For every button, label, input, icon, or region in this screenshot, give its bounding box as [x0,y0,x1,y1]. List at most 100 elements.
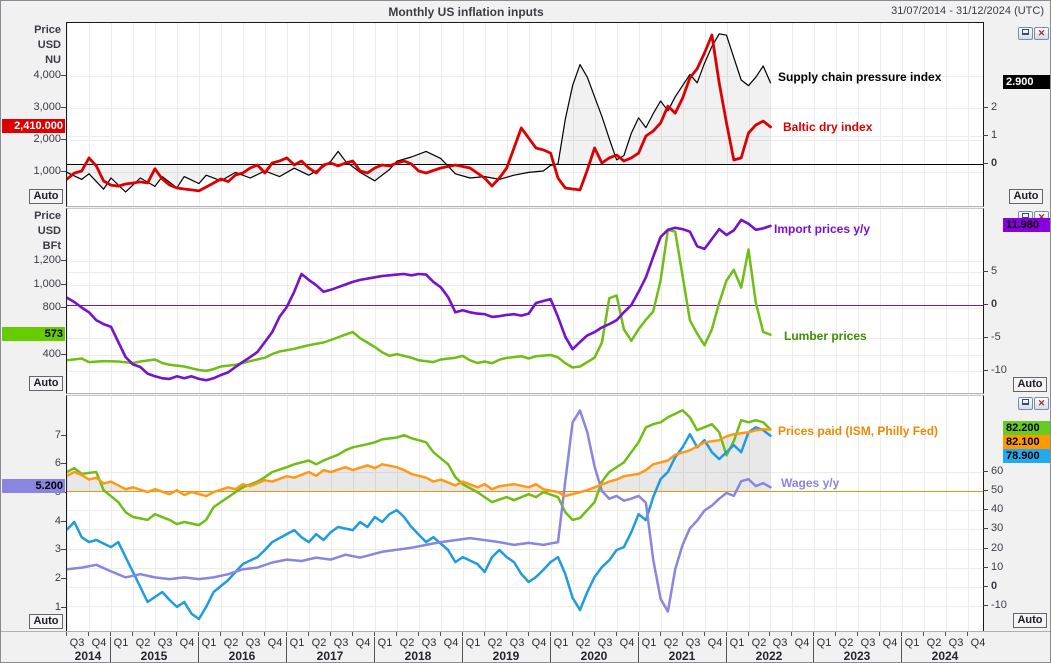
quarter-tick-mark [616,632,617,636]
year-label: 2017 [316,649,344,663]
quarter-label: Q2 [575,637,591,649]
year-separator [286,637,287,662]
wages-yy-line [67,409,772,613]
right-axis-tick-label: -5 [991,331,1001,343]
quarter-label: Q3 [772,637,788,649]
quarter-label: Q4 [619,637,635,649]
left-axis-tick-label: 3 [54,543,61,555]
quarter-label: Q3 [157,637,173,649]
quarter-tick-mark [967,632,968,636]
quarter-label: Q2 [399,637,415,649]
quarter-label: Q1 [465,637,481,649]
panel-1-right-auto-button[interactable]: Auto [1009,189,1043,204]
right-axis-tick-mark [983,567,988,568]
axis-current-value: 2,410.000 [2,119,65,133]
quarter-tick-mark [857,632,858,636]
year-separator [726,637,727,662]
panel-2-chart [67,209,983,393]
panel-3-minimize-button[interactable] [1018,397,1033,410]
year-label: 2019 [492,649,520,663]
quarter-tick-mark [704,632,705,636]
left-axis-tick-label: 1,000 [33,278,61,290]
panel-2-plot-area[interactable] [66,208,984,394]
baltic-dry-index-line [67,33,772,193]
panel-3-right-auto-button[interactable]: Auto [1013,613,1047,628]
left-axis-tick-mark [61,578,66,579]
quarter-tick-mark [220,632,221,636]
right-axis-tick-label: 0 [991,157,998,169]
left-axis-tick-label: 6 [54,457,61,469]
quarter-label: Q1 [113,637,129,649]
series-label: Import prices y/y [774,222,871,236]
ism-prices-paid-line [67,409,772,527]
series-label: Lumber prices [784,329,867,343]
quarter-tick-mark [132,632,133,636]
quarter-tick-mark [396,632,397,636]
quarter-tick-mark [879,632,880,636]
panel-2-axis-unit-label: BFt [42,240,61,252]
year-label: 2015 [140,649,168,663]
quarter-label: Q2 [751,637,767,649]
panel-1-plot-area[interactable] [66,22,984,207]
panel-3-left-auto-button[interactable]: Auto [29,614,63,629]
quarter-tick-mark [835,632,836,636]
right-axis-tick-label: 20 [991,542,1004,554]
quarter-tick-mark [242,632,243,636]
panel-1-left-auto-button[interactable]: Auto [29,189,63,204]
philly-fed-prices-paid-line [67,426,772,621]
quarter-label: Q3 [685,637,701,649]
quarter-label: Q2 [223,637,239,649]
left-axis-tick-label: 1 [54,601,61,613]
quarter-tick-mark [550,632,551,636]
quarter-tick-mark [682,632,683,636]
right-axis-tick-label: 50 [991,484,1004,496]
quarter-tick-mark [440,632,441,636]
year-separator [110,637,111,662]
quarter-tick-mark [791,632,792,636]
gridlines [67,209,983,393]
series-label: Baltic dry index [783,120,873,134]
series-label: Wages y/y [781,476,840,490]
panel-2-right-auto-button[interactable]: Auto [1013,377,1047,392]
import-prices-yy-line [67,218,772,382]
quarter-label: Q1 [729,637,745,649]
right-axis-tick-label: 40 [991,503,1004,515]
year-label: 2016 [228,649,256,663]
panel-3-close-button[interactable] [1034,397,1049,410]
year-separator [813,637,814,662]
axis-current-value: 573 [2,327,65,341]
date-range: 31/07/2014 - 31/12/2024 (UTC) [891,5,1044,17]
time-axis[interactable]: Q3 Q4 Q1 Q2 Q3 Q4 Q1 Q2 Q3 Q4 Q1 Q2 Q3 Q4 Q1 Q2 Q3 Q4 Q1 Q2… [1,631,1050,663]
panel-1-minimize-button[interactable] [1018,27,1033,40]
left-axis-tick-label: 4 [54,515,61,527]
panel-2-left-auto-button[interactable]: Auto [29,376,63,391]
quarter-tick-mark [176,632,177,636]
quarter-label: Q4 [970,637,986,649]
panel-3-plot-area[interactable] [66,395,984,632]
right-axis-tick-mark [983,163,988,164]
panel-1-close-button[interactable] [1034,27,1049,40]
axis-current-value: 82.100 [1003,435,1050,449]
quarter-label: Q4 [794,637,810,649]
right-axis-tick-mark [983,471,988,472]
quarter-tick-mark [352,632,353,636]
quarter-tick-mark [88,632,89,636]
year-separator [901,637,902,662]
quarter-tick-mark [286,632,287,636]
year-label: 2024 [931,649,959,663]
quarter-tick-mark [945,632,946,636]
quarter-label: Q4 [91,637,107,649]
right-axis-tick-mark [983,107,988,108]
quarter-tick-mark [726,632,727,636]
gridlines [67,396,983,632]
left-axis-tick-mark [61,354,66,355]
quarter-tick-mark [154,632,155,636]
year-separator [198,637,199,662]
prices-paid-composite-line [67,427,772,498]
quarter-tick-mark [264,632,265,636]
right-axis-tick-mark [983,605,988,606]
quarter-label: Q4 [707,637,723,649]
panel-3-chart [67,396,983,632]
right-axis-tick-mark [983,271,988,272]
left-axis-tick-mark [61,260,66,261]
